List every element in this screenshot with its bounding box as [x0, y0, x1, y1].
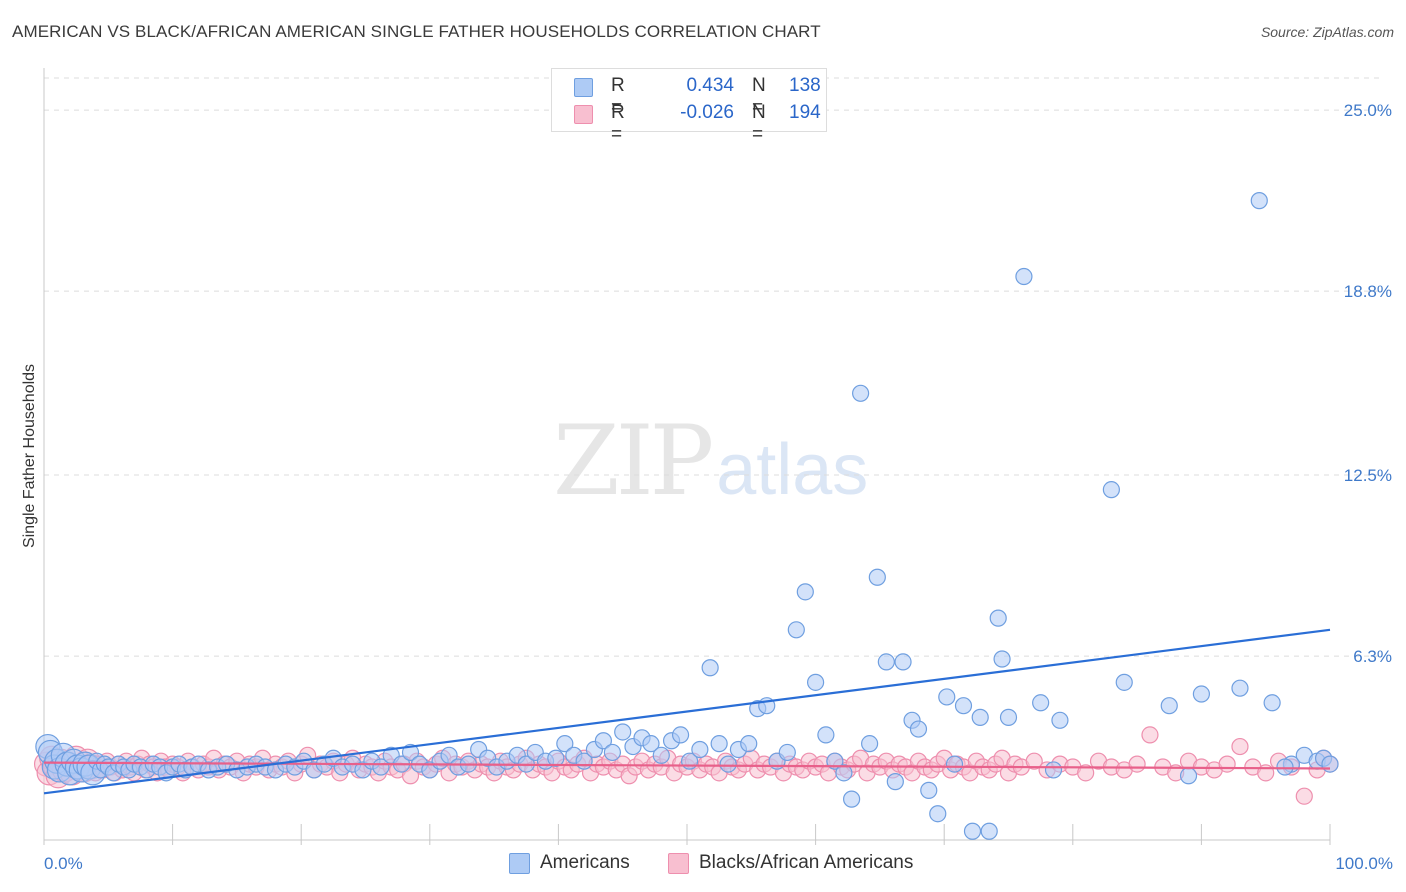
blacks-legend-swatch [668, 853, 689, 874]
n-label: N = [752, 75, 766, 118]
americans-point [642, 735, 660, 753]
blacks-swatch [574, 105, 593, 124]
americans-point [778, 743, 796, 762]
americans-point [691, 740, 709, 759]
blacks-point [1218, 755, 1236, 773]
americans-point [971, 708, 989, 726]
americans-point [440, 746, 458, 764]
americans-point [1102, 481, 1120, 499]
n-value: 194 [789, 102, 821, 123]
americans-point [929, 805, 947, 823]
americans-point [861, 735, 879, 753]
americans-point [401, 743, 420, 762]
americans-point [843, 790, 861, 808]
watermark-zip: ZIP [553, 405, 714, 517]
americans-point [945, 755, 964, 773]
americans-point [1263, 694, 1281, 712]
americans-point [1250, 192, 1268, 210]
x-tick-label: 0.0% [44, 854, 83, 873]
americans-point [710, 735, 728, 753]
source-label: Source: ZipAtlas.com [1260, 24, 1394, 40]
americans-point [817, 726, 835, 744]
americans-point [1231, 679, 1249, 697]
americans-point [740, 735, 758, 753]
americans-point [909, 720, 928, 738]
americans-point [787, 621, 805, 639]
americans-point [954, 697, 973, 715]
chart-title: AMERICAN VS BLACK/AFRICAN AMERICAN SINGL… [12, 22, 821, 41]
r-value: -0.026 [680, 102, 734, 123]
americans-point [796, 583, 814, 601]
americans-point [1051, 711, 1069, 729]
americans-point [1115, 673, 1133, 691]
americans-point [603, 743, 622, 762]
americans-point [999, 708, 1018, 726]
y-tick-label: 18.8% [1344, 282, 1392, 301]
americans-point [1179, 767, 1198, 785]
americans-point [372, 758, 390, 776]
americans-point [1015, 267, 1033, 286]
americans-point [547, 749, 565, 767]
americans-point [852, 384, 870, 402]
watermark-atlas: atlas [716, 430, 869, 510]
americans-point [556, 735, 574, 753]
americans-point [1032, 694, 1050, 712]
watermark: ZIPatlas [553, 405, 868, 517]
americans-point [1044, 761, 1063, 779]
americans-point [835, 764, 853, 782]
americans-point [886, 773, 904, 791]
correlation-legend: R = 0.434 N = 138 R = -0.026 N = 194 [551, 68, 827, 145]
blacks-point [1141, 726, 1159, 744]
blacks-point [401, 767, 420, 785]
americans-point [938, 688, 956, 706]
americans-point [806, 673, 825, 691]
americans-point [1276, 758, 1294, 776]
r-label: R = [611, 102, 625, 145]
americans-point [993, 650, 1011, 668]
blacks-point [1295, 787, 1313, 805]
r-label: R = [611, 75, 625, 118]
blacks-legend-label: Blacks/African Americans [699, 852, 914, 873]
americans-point [920, 781, 938, 799]
americans-point [877, 653, 895, 671]
blacks-point [1231, 737, 1249, 756]
americans-point [894, 653, 912, 671]
blacks-trend-line [43, 761, 1331, 770]
americans-point [719, 755, 737, 773]
y-tick-label: 6.3% [1353, 647, 1392, 666]
y-tick-label: 25.0% [1344, 101, 1392, 120]
americans-trend-line [43, 628, 1331, 795]
americans-legend-label: Americans [540, 852, 630, 873]
americans-point [1160, 697, 1178, 715]
x-tick-label: 100.0% [1335, 854, 1393, 873]
americans-legend-swatch [509, 853, 530, 874]
r-value: 0.434 [686, 75, 734, 96]
n-label: N = [752, 102, 766, 145]
blacks-point [1128, 755, 1146, 773]
americans-point [963, 822, 982, 840]
americans-point [652, 746, 670, 764]
americans-point [701, 659, 719, 677]
americans-swatch [574, 78, 593, 97]
americans-point [594, 732, 613, 750]
blacks-point [1077, 764, 1095, 782]
americans-point [671, 726, 690, 744]
americans-point [1192, 685, 1211, 703]
n-value: 138 [789, 75, 821, 96]
americans-point [868, 568, 886, 586]
americans-point [1321, 755, 1339, 773]
americans-point [989, 609, 1007, 627]
americans-point [980, 822, 998, 840]
y-tick-label: 12.5% [1344, 466, 1392, 485]
americans-point [614, 723, 632, 741]
blacks-point [1025, 752, 1043, 770]
